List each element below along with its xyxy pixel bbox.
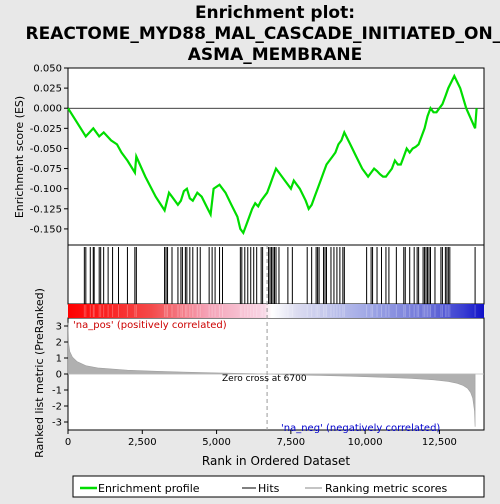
x-tick-label: 5,000 <box>202 437 231 448</box>
chart-title-line-3: ASMA_MEMBRANE <box>188 45 362 65</box>
x-tick-label: 0 <box>65 437 71 448</box>
positive-correlation-label: 'na_pos' (positively correlated) <box>73 320 227 331</box>
rank-colour-bar <box>68 304 484 318</box>
x-tick-label: 10,000 <box>348 437 383 448</box>
enrichment-y-tick-label: -0.100 <box>30 184 62 195</box>
x-tick-label: 12,500 <box>422 437 457 448</box>
ranking-y-axis-label: Ranked list metric (PreRanked) <box>33 288 46 458</box>
x-tick-label: 2,500 <box>128 437 157 448</box>
enrichment-y-tick-label: -0.075 <box>30 164 62 175</box>
x-tick-label: 7,500 <box>277 437 306 448</box>
rank-colour-strip <box>68 304 484 318</box>
enrichment-y-tick-label: 0.050 <box>33 64 62 75</box>
enrichment-panel-frame <box>67 67 485 246</box>
enrichment-y-tick-label: 0.000 <box>33 104 62 115</box>
legend-box <box>72 475 485 498</box>
negative-correlation-label: 'na_neg' (negatively correlated) <box>281 423 440 434</box>
enrichment-y-tick-label: -0.150 <box>30 224 62 235</box>
hits-layer <box>83 247 476 304</box>
ranking-y-tick-label: 3 <box>56 322 62 333</box>
enrichment-y-tick-label: -0.125 <box>30 204 62 215</box>
ranking-y-tick-label: -1 <box>52 386 62 397</box>
x-axis-label: Rank in Ordered Dataset <box>202 454 350 468</box>
chart-title-line-1: Enrichment plot: <box>195 3 355 23</box>
ranking-y-tick-label: 1 <box>56 354 62 365</box>
enrichment-y-tick-label: -0.050 <box>30 144 62 155</box>
enrichment-y-tick-label: 0.025 <box>33 84 62 95</box>
zero-cross-label: Zero cross at 6700 <box>222 374 307 384</box>
enrichment-profile-line <box>67 73 478 236</box>
enrichment-y-axis-label: Enrichment score (ES) <box>13 96 26 218</box>
ranking-y-tick-label: -3 <box>52 418 62 429</box>
legend-ranking-label: Ranking metric scores <box>325 482 447 495</box>
legend: Enrichment profile Hits Ranking metric s… <box>72 475 485 498</box>
ranking-y-tick-label: 2 <box>56 338 62 349</box>
enrichment-y-tick-label: -0.025 <box>30 124 62 135</box>
ranking-y-tick-label: 0 <box>56 370 62 381</box>
ranking-metric-layer <box>67 245 484 430</box>
legend-enrichment-label: Enrichment profile <box>98 482 200 495</box>
axes-layer: 0.050 0.025 0.000 -0.025 -0.050 -0.075 -0.100 -… <box>30 64 457 449</box>
ranking-metric-area <box>67 322 476 427</box>
legend-hits-label: Hits <box>258 482 280 495</box>
enrichment-score-layer <box>67 73 484 236</box>
chart-title-line-2: REACTOME_MYD88_MAL_CASCADE_INITIATED_ON_… <box>26 24 500 44</box>
ranking-y-tick-label: -2 <box>52 402 62 413</box>
